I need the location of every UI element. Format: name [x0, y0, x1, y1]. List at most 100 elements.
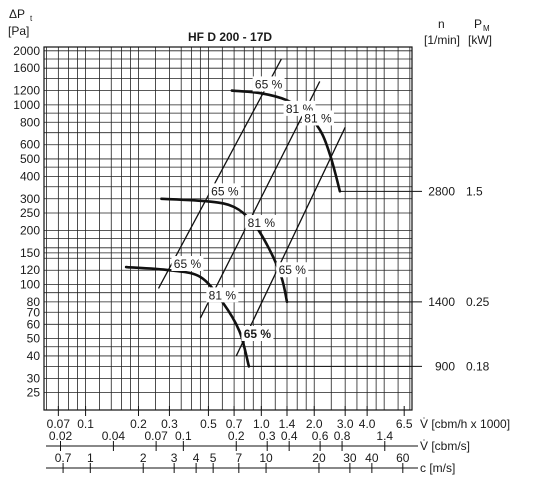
efficiency-label-bg	[171, 256, 204, 272]
x-tick-label: 1.4	[279, 417, 296, 431]
chart-title: HF D 200 - 17D	[188, 30, 272, 44]
efficiency-label: 81 %	[304, 111, 332, 125]
y-tick-label: 1600	[13, 61, 40, 75]
y-tick-label: 25	[27, 386, 41, 400]
x-tick-label: 0.2	[130, 417, 147, 431]
y-tick-label: 400	[20, 169, 40, 183]
power-header-sub: M	[483, 24, 490, 33]
y-tick-label: 1200	[13, 84, 40, 98]
efficiency-line	[157, 58, 282, 289]
y-tick-label: 250	[20, 206, 40, 220]
fan-curves	[124, 89, 342, 368]
curve-rpm-label: 2800	[428, 184, 455, 198]
y-tick-label: 1000	[13, 98, 40, 112]
x-tick-label: 0.5	[200, 417, 217, 431]
efficiency-label-bg	[206, 287, 239, 303]
curve-rpm-label: 1400	[428, 295, 455, 309]
efficiency-label-bg	[245, 214, 278, 230]
efficiency-label: 65 %	[174, 257, 202, 271]
x-tick-label: 0.04	[102, 429, 126, 443]
x-tick-label: 7	[235, 451, 242, 465]
curve-power-label: 0.25	[466, 295, 490, 309]
efficiency-label-bg	[276, 262, 309, 278]
efficiency-label-bg	[252, 76, 285, 92]
curve-operating-labels: 2800 1.5 1400 0.25 900 0.18	[248, 184, 490, 373]
power-unit: [kW]	[468, 33, 492, 47]
x-tick-label: 0.1	[175, 429, 192, 443]
efficiency-label: 65 %	[244, 327, 272, 341]
x-tick-label: 2	[140, 451, 147, 465]
x-tick-label: 0.1	[77, 417, 94, 431]
plot-frame	[43, 46, 413, 411]
efficiency-label-bg	[241, 325, 274, 341]
x-tick-label: 2.0	[306, 417, 323, 431]
y-tick-label: 500	[20, 152, 40, 166]
x-tick-label: 0.2	[228, 429, 245, 443]
efficiency-label: 81 %	[209, 288, 237, 302]
x-axis-unit: V̇ [cbm/s]	[420, 439, 470, 453]
x-tick-label: 0.7	[226, 417, 243, 431]
x-tick-label: 30	[343, 451, 357, 465]
y-tick-label: 2000	[13, 44, 40, 58]
x-tick-label: 0.7	[55, 451, 72, 465]
x-tick-label: 0.3	[259, 429, 276, 443]
efficiency-label-bg	[301, 110, 334, 126]
plot-border	[43, 46, 413, 411]
y-tick-label: 50	[27, 332, 41, 346]
x-tick-label: 0.07	[47, 417, 71, 431]
x-tick-label: 0.07	[144, 429, 168, 443]
x-tick-label: 0.8	[334, 429, 351, 443]
x-tick-label: 10	[259, 451, 273, 465]
x-tick-label: 4.0	[359, 417, 376, 431]
y-tick-label: 200	[20, 223, 40, 237]
efficiency-labels: 65 %81 %81 %65 %81 %65 % 65 %81 %65 %	[171, 76, 334, 341]
fan-curve-900	[124, 265, 251, 368]
grid	[44, 47, 412, 411]
x-tick-label: 1	[87, 451, 94, 465]
y-tick-label: 60	[27, 317, 41, 331]
x-tick-label: 40	[365, 451, 379, 465]
fan-curve-1400	[160, 197, 289, 304]
efficiency-line	[235, 127, 346, 357]
efficiency-label: 65 %	[279, 263, 307, 277]
x-tick-label: 3	[171, 451, 178, 465]
y-tick-label: 600	[20, 138, 40, 152]
x-tick-label: 0.02	[49, 429, 73, 443]
y-axis-unit: [Pa]	[8, 24, 29, 38]
x-tick-label: 0.3	[161, 417, 178, 431]
x-tick-label: 6.5	[396, 417, 413, 431]
y-tick-label: 80	[27, 295, 41, 309]
efficiency-label: 81 %	[248, 216, 276, 230]
x-axes: 0.07 0.1 0.2 0.3 0.5 0.7 1.0 1.4 2.0 3.0 4.0 6.5 V̇ …	[46, 406, 510, 475]
curve-rpm-label: 900	[435, 359, 455, 373]
y-tick-label: 150	[20, 246, 40, 260]
x-tick-label: 3.0	[337, 417, 354, 431]
y-axis-symbol-sub: t	[30, 14, 33, 23]
efficiency-label: 65 %	[255, 77, 283, 91]
y-axis-symbol: ΔP	[9, 7, 25, 21]
x-tick-label: 4	[193, 451, 200, 465]
x-tick-label: 0.6	[312, 429, 329, 443]
y-tick-label: 70	[27, 305, 41, 319]
x-tick-label: 60	[396, 451, 410, 465]
y-tick-label: 30	[27, 371, 41, 385]
x-tick-label: 1.4	[376, 429, 393, 443]
efficiency-label: 65 %	[211, 184, 239, 198]
rpm-unit: [1/min]	[424, 33, 460, 47]
x-tick-label: 0.4	[281, 429, 298, 443]
efficiency-label-bg	[208, 183, 241, 199]
rpm-header: n	[438, 17, 445, 31]
y-tick-label: 800	[20, 115, 40, 129]
x-tick-label: 1.0	[253, 417, 270, 431]
y-tick-label: 40	[27, 349, 41, 363]
y-tick-label: 120	[20, 263, 40, 277]
y-tick-label: 100	[20, 277, 40, 291]
efficiency-lines	[157, 58, 346, 357]
x-axis-unit: c [m/s]	[420, 461, 455, 475]
x-tick-label: 5	[210, 451, 217, 465]
power-header: P	[474, 17, 482, 31]
curve-power-label: 0.18	[466, 359, 490, 373]
efficiency-line	[199, 81, 321, 319]
